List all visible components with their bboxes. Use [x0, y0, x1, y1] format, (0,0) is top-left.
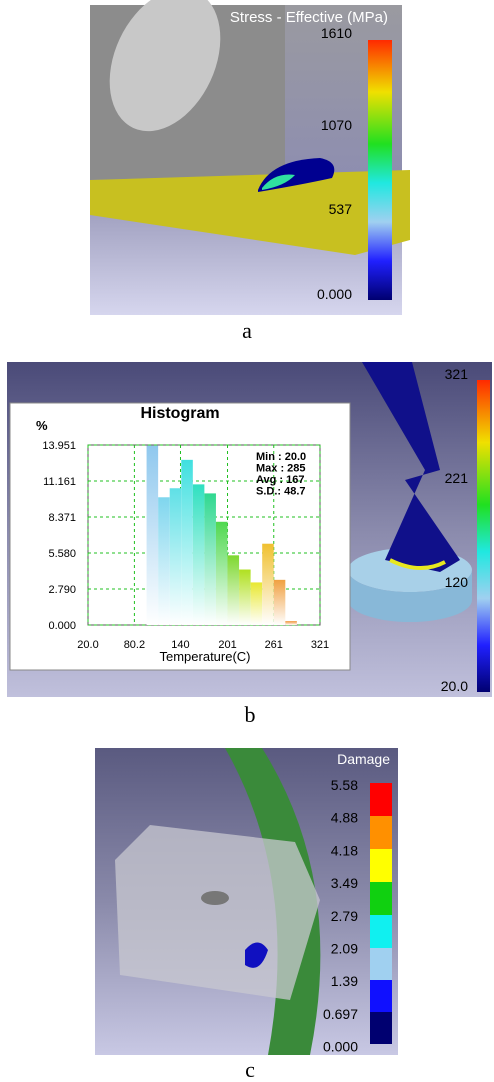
y-tick-label: 0.000	[48, 620, 76, 632]
color-bar	[368, 40, 392, 300]
x-tick-label: 201	[218, 639, 236, 651]
bar	[158, 497, 170, 625]
scale-label: 2.79	[331, 908, 358, 924]
color-cell	[370, 849, 392, 882]
bar	[262, 544, 274, 625]
scale-label: 221	[445, 470, 469, 486]
stat-label: Avg : 167	[256, 474, 305, 486]
scale-label: 0.000	[317, 286, 352, 302]
scale-label: 321	[445, 366, 469, 382]
figure: Stress - Effective (MPa) 1610 1070 537 0…	[0, 0, 494, 1082]
scale-label: 1.39	[331, 973, 358, 989]
caption: a	[242, 318, 252, 343]
hole	[201, 891, 229, 905]
color-cell	[370, 882, 392, 915]
x-tick-label: 20.0	[77, 639, 98, 651]
bar	[285, 621, 297, 625]
bar	[251, 582, 263, 625]
scale-label: 20.0	[441, 678, 468, 694]
scale-label: 2.09	[331, 941, 358, 957]
x-axis-label: Temperature(C)	[159, 649, 250, 664]
color-cell	[370, 915, 392, 948]
scale-title: Damage	[337, 751, 390, 767]
y-tick-label: 5.580	[48, 548, 76, 560]
color-cell	[370, 1012, 392, 1044]
scale-label: 4.18	[331, 842, 358, 858]
color-cell	[370, 980, 392, 1012]
x-tick-label: 261	[265, 639, 283, 651]
bar	[216, 522, 228, 625]
bar	[204, 493, 216, 625]
scale-label: 3.49	[331, 875, 358, 891]
scale-label: 1070	[321, 117, 352, 133]
panel-b: 321 221 120 20.0 Histogram % Temperature…	[7, 362, 492, 727]
stat-label: S.D.: 48.7	[256, 486, 306, 498]
caption: b	[245, 702, 256, 727]
y-tick-label: 8.371	[48, 512, 76, 524]
caption: c	[245, 1057, 255, 1082]
chart-title: Histogram	[140, 405, 219, 422]
scale-label: 1610	[321, 25, 352, 41]
scale-label: 0.697	[323, 1006, 358, 1022]
scale-label: 537	[329, 201, 353, 217]
bar	[170, 488, 182, 625]
bar	[239, 570, 251, 625]
x-tick-label: 80.2	[124, 639, 145, 651]
scale-label: 4.88	[331, 810, 358, 826]
y-axis-label: %	[36, 418, 48, 433]
color-cell	[370, 783, 392, 816]
y-tick-label: 13.951	[42, 440, 76, 452]
scale-title: Stress - Effective (MPa)	[230, 9, 388, 26]
y-tick-label: 2.790	[48, 584, 76, 596]
color-cell	[370, 816, 392, 849]
bar	[181, 460, 193, 625]
scale-label: 120	[445, 574, 469, 590]
x-tick-label: 321	[311, 639, 329, 651]
panel-c: Damage 5.58 4.88 4.18 3.49 2.79 2.09 1.39 0.697…	[95, 748, 398, 1082]
scale-label: 5.58	[331, 777, 358, 793]
scale-label: 0.000	[323, 1039, 358, 1055]
panel-a: Stress - Effective (MPa) 1610 1070 537 0…	[88, 0, 410, 343]
x-tick-label: 140	[171, 639, 189, 651]
bar	[228, 555, 240, 625]
color-bar	[370, 783, 392, 1044]
bar	[193, 484, 205, 625]
tool-block	[115, 825, 320, 1000]
bar	[274, 580, 286, 625]
stat-label: Max : 285	[256, 463, 306, 475]
color-cell	[370, 948, 392, 980]
stat-label: Min : 20.0	[256, 451, 306, 463]
y-tick-label: 11.161	[43, 476, 76, 488]
bar	[147, 446, 159, 625]
color-bar	[477, 380, 490, 692]
